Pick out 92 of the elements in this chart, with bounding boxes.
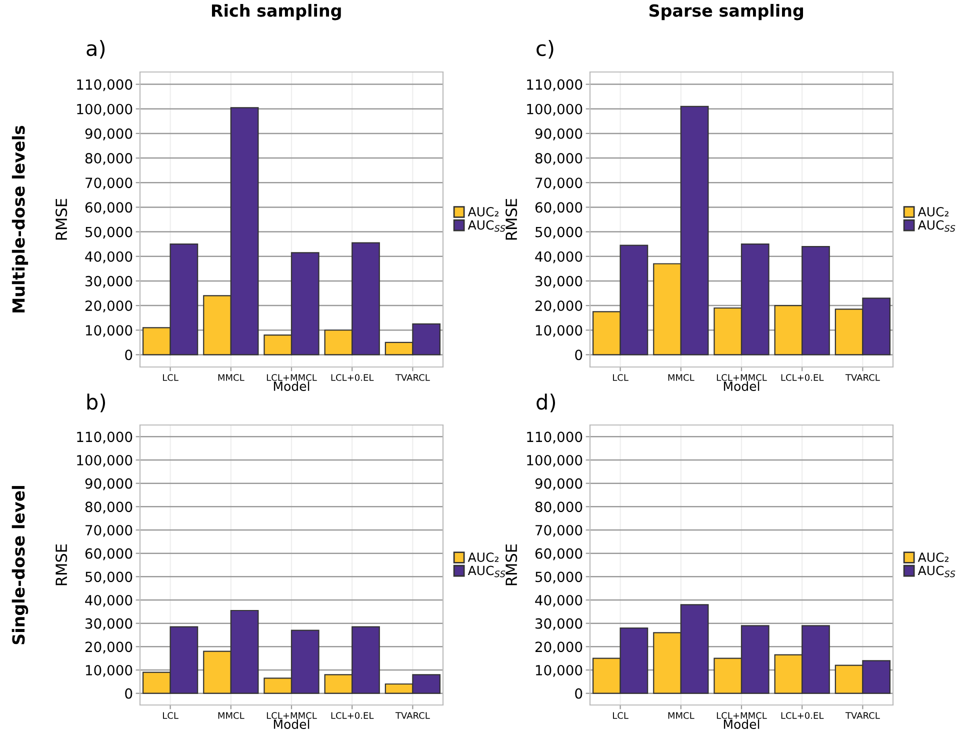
y-tick-label: 100,000 bbox=[527, 104, 582, 116]
y-tick-label: 60,000 bbox=[85, 548, 132, 560]
x-tick-label: LCL bbox=[613, 712, 628, 719]
x-axis-title: Model bbox=[724, 381, 760, 391]
y-tick-label: 100,000 bbox=[77, 454, 132, 467]
chart-title: c) bbox=[536, 40, 554, 59]
y-tick-label: 20,000 bbox=[85, 642, 132, 654]
y-tick-label: 40,000 bbox=[535, 594, 582, 607]
y-tick-label: 50,000 bbox=[536, 572, 582, 584]
x-tick-label: MMCL bbox=[218, 712, 244, 719]
x-tick-label: MMCL bbox=[668, 712, 694, 719]
x-axis-title: Model bbox=[274, 719, 310, 729]
x-tick-label: LCL bbox=[163, 374, 178, 381]
y-tick-label: 30,000 bbox=[86, 618, 132, 630]
y-tick-label: 90,000 bbox=[535, 478, 582, 490]
chart-title: d) bbox=[536, 394, 556, 412]
x-tick-label: LCL+0.EL bbox=[331, 374, 374, 381]
y-tick-label: 80,000 bbox=[85, 153, 132, 165]
y-tick-label: 50,000 bbox=[536, 226, 582, 239]
y-tick-label: 80,000 bbox=[85, 502, 132, 514]
y-tick-label: 30,000 bbox=[86, 276, 132, 288]
x-tick-label: LCL+MMCL bbox=[266, 374, 317, 381]
y-tick-label: 70,000 bbox=[536, 524, 582, 537]
y-tick-label: 110,000 bbox=[77, 79, 132, 92]
y-tick-label: 90,000 bbox=[535, 128, 582, 140]
chart-subtitle: Rich sampling bbox=[212, 4, 341, 20]
x-tick-label: TVARCL bbox=[395, 712, 430, 719]
x-tick-label: MMCL bbox=[668, 374, 694, 381]
x-tick-label: LCL+MMCL bbox=[716, 712, 767, 719]
y-axis-title: RMSE bbox=[56, 198, 68, 240]
legend-label: AUC₂ bbox=[918, 552, 948, 562]
y-tick-label: 60,000 bbox=[85, 202, 132, 214]
y-tick-label: 0 bbox=[125, 688, 132, 699]
x-axis-title: Model bbox=[274, 381, 310, 391]
chart-title: a) bbox=[86, 40, 105, 59]
y-tick-label: 60,000 bbox=[535, 202, 582, 214]
y-tick-label: 20,000 bbox=[535, 300, 582, 312]
y-tick-label: 20,000 bbox=[535, 642, 582, 654]
chart-subtitle: Sparse sampling bbox=[649, 4, 804, 20]
x-tick-label: LCL+0.EL bbox=[781, 374, 824, 381]
y-tick-label: 70,000 bbox=[86, 524, 132, 537]
y-tick-label: 70,000 bbox=[86, 178, 132, 190]
x-axis-title: Model bbox=[724, 719, 760, 729]
y-tick-label: 90,000 bbox=[85, 478, 132, 490]
legend-label: AUC$_{SS}$ bbox=[918, 220, 956, 232]
y-tick-label: 100,000 bbox=[527, 454, 582, 467]
y-tick-label: 50,000 bbox=[86, 572, 132, 584]
legend-label: AUC$_{SS}$ bbox=[468, 566, 506, 578]
x-tick-label: LCL bbox=[613, 374, 628, 381]
y-tick-label: 30,000 bbox=[536, 618, 582, 630]
legend-label: AUC₂ bbox=[468, 207, 498, 216]
x-tick-label: LCL+0.EL bbox=[331, 712, 374, 719]
y-tick-label: 10,000 bbox=[536, 664, 582, 677]
y-tick-label: 80,000 bbox=[535, 153, 582, 165]
x-tick-label: TVARCL bbox=[395, 374, 430, 381]
text: Single-dose level bbox=[12, 486, 28, 644]
y-tick-label: 40,000 bbox=[535, 251, 582, 264]
y-tick-label: 40,000 bbox=[85, 251, 132, 264]
legend-label: AUC$_{SS}$ bbox=[468, 220, 506, 232]
y-tick-label: 50,000 bbox=[86, 226, 132, 239]
y-axis-title: RMSE bbox=[506, 544, 518, 586]
chart-title: b) bbox=[87, 394, 106, 412]
y-tick-label: 100,000 bbox=[77, 104, 132, 116]
x-tick-label: MMCL bbox=[218, 374, 244, 381]
y-tick-label: 20,000 bbox=[85, 300, 132, 312]
y-tick-label: 10,000 bbox=[86, 664, 132, 677]
y-tick-label: 110,000 bbox=[527, 79, 582, 92]
y-axis-title: RMSE bbox=[56, 544, 68, 586]
y-tick-label: 110,000 bbox=[77, 432, 132, 444]
x-tick-label: LCL+0.EL bbox=[781, 712, 824, 719]
y-axis-title: RMSE bbox=[506, 198, 518, 240]
y-tick-label: 40,000 bbox=[85, 594, 132, 607]
y-tick-label: 80,000 bbox=[535, 502, 582, 514]
y-tick-label: 30,000 bbox=[536, 276, 582, 288]
x-tick-label: TVARCL bbox=[845, 712, 880, 719]
y-tick-label: 60,000 bbox=[535, 548, 582, 560]
x-tick-label: LCL+MMCL bbox=[266, 712, 317, 719]
y-tick-label: 0 bbox=[575, 350, 582, 360]
x-tick-label: TVARCL bbox=[845, 374, 880, 381]
legend-label: AUC₂ bbox=[468, 552, 498, 562]
legend-label: AUC$_{SS}$ bbox=[918, 566, 956, 578]
y-tick-label: 10,000 bbox=[536, 325, 582, 338]
x-tick-label: LCL bbox=[163, 712, 178, 719]
y-tick-label: 70,000 bbox=[536, 178, 582, 190]
text: Multiple-dose levels bbox=[12, 126, 28, 312]
x-tick-label: LCL+MMCL bbox=[716, 374, 767, 381]
y-tick-label: 90,000 bbox=[85, 128, 132, 140]
legend-label: AUC₂ bbox=[918, 207, 948, 216]
y-tick-label: 0 bbox=[575, 688, 582, 699]
y-tick-label: 10,000 bbox=[86, 325, 132, 338]
y-tick-label: 110,000 bbox=[527, 432, 582, 444]
y-tick-label: 0 bbox=[125, 350, 132, 360]
